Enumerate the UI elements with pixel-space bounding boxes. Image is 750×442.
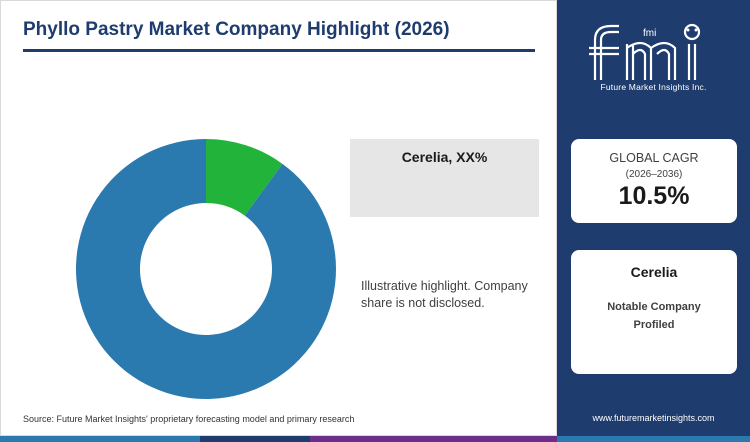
donut-slice-other-companies (75, 139, 336, 400)
cagr-card: GLOBAL CAGR (2026–2036) 10.5% (571, 139, 737, 223)
company-card: Cerelia Notable Company Profiled (571, 250, 737, 374)
source-note: Source: Future Market Insights' propriet… (23, 414, 355, 424)
fmi-logo: fmi (589, 23, 701, 80)
cagr-label: GLOBAL CAGR (609, 151, 699, 165)
side-panel: fmi Future Market Insights Inc. GLOBAL C… (557, 0, 750, 436)
callout-label: Cerelia, XX% (401, 149, 488, 165)
logo-wordmark: fmi (643, 28, 656, 39)
callout-box: Cerelia, XX% (350, 139, 539, 217)
cagr-value: 10.5% (618, 182, 690, 210)
donut-chart (75, 139, 336, 400)
bottom-bar-segment (200, 436, 310, 442)
company-name: Cerelia (630, 264, 678, 280)
donut-slice-cerelia (206, 139, 283, 216)
page-title: Phyllo Pastry Market Company Highlight (… (23, 19, 450, 40)
logo-subtitle: Future Market Insights Inc. (600, 82, 707, 92)
illustrative-note: Illustrative highlight. Company share is… (361, 279, 528, 310)
bottom-bar-segment (557, 436, 750, 442)
title-underline (23, 49, 535, 52)
bottom-bar-segment (0, 436, 200, 442)
bottom-color-bar (0, 436, 750, 442)
website-link[interactable]: www.futuremarketinsights.com (592, 413, 715, 423)
company-tag: Notable Company Profiled (607, 301, 701, 331)
bottom-bar-segment (310, 436, 557, 442)
chart-panel: Phyllo Pastry Market Company Highlight (… (0, 0, 557, 436)
cagr-period: (2026–2036) (625, 169, 683, 180)
